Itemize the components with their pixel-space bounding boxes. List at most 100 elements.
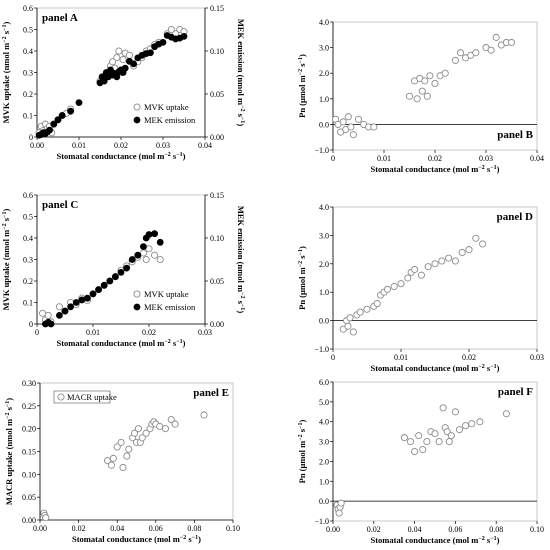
x-tick-label: 0.02 bbox=[114, 141, 128, 150]
data-point bbox=[405, 92, 414, 100]
legend-label: MVK uptake bbox=[144, 102, 189, 112]
data-point bbox=[419, 445, 427, 454]
data-point bbox=[502, 410, 510, 418]
legend-marker bbox=[133, 103, 141, 111]
x-tick-label: 0.06 bbox=[149, 524, 163, 533]
x-tick-label: 0.01 bbox=[72, 141, 86, 150]
data-point bbox=[180, 32, 188, 40]
data-point bbox=[370, 123, 378, 131]
y-tick-label: 4.0 bbox=[319, 18, 329, 27]
y2-tick-label: 0.05 bbox=[210, 277, 224, 286]
plot-area bbox=[39, 382, 234, 521]
data-point bbox=[75, 99, 83, 106]
panel-c: 0 0.1 0.2 0.3 0.4 0.5 0.6 0 0.01 0.02 0.030.00 0.05… bbox=[1, 191, 246, 348]
panel-title: panel F bbox=[498, 386, 533, 398]
x-tick-label: 0.00 bbox=[30, 141, 44, 150]
data-point bbox=[346, 314, 354, 322]
data-point bbox=[363, 305, 371, 313]
y-tick-label: 4.0 bbox=[319, 203, 329, 212]
data-point bbox=[507, 38, 516, 47]
data-point bbox=[100, 281, 108, 289]
y-tick-label: 0.6 bbox=[23, 4, 33, 13]
y2-tick-label: 0.00 bbox=[210, 133, 224, 142]
y-tick-label: 0.30 bbox=[22, 379, 36, 388]
data-point bbox=[339, 118, 347, 126]
legend-marker bbox=[57, 393, 65, 401]
panel-f: −1.0 0.0 1.0 2.0 3.0 4.0 5.0 6.0 0.00 0.02 0.04 0.0… bbox=[297, 378, 544, 545]
data-point bbox=[123, 264, 130, 272]
legend-label: MEK emission bbox=[144, 115, 196, 125]
data-point bbox=[200, 411, 208, 419]
data-point bbox=[413, 95, 421, 103]
x-tick-label: 0.02 bbox=[72, 524, 86, 533]
plot-area bbox=[332, 206, 538, 350]
data-point bbox=[159, 39, 167, 46]
data-point bbox=[161, 425, 169, 433]
y2-axis-title: MEK emission (nmol m−2 s−1) bbox=[236, 206, 246, 313]
data-point bbox=[145, 231, 153, 238]
y-tick-label: 0.0 bbox=[319, 497, 329, 506]
y-tick-label: 0.3 bbox=[23, 69, 33, 78]
x-tick-label: 0.03 bbox=[198, 328, 212, 337]
data-point bbox=[356, 308, 364, 316]
x-axis-title: Stomatal conductance (mol m−2 s−1) bbox=[370, 363, 499, 373]
data-point bbox=[134, 425, 142, 433]
y-tick-label: 0.2 bbox=[23, 277, 33, 286]
x-tick-label: 0.01 bbox=[394, 353, 408, 362]
y-tick-label: 0 bbox=[29, 320, 33, 329]
data-point bbox=[89, 290, 97, 298]
y-tick-label: 0.0 bbox=[319, 120, 329, 129]
data-point bbox=[156, 422, 164, 430]
data-point bbox=[438, 257, 446, 265]
data-point bbox=[455, 426, 464, 434]
data-point bbox=[113, 53, 121, 62]
y-tick-label: 0.1 bbox=[23, 299, 33, 308]
data-point bbox=[42, 514, 50, 522]
x-tick-label: 0.10 bbox=[530, 525, 544, 534]
data-point bbox=[456, 49, 465, 57]
y2-tick-label: 0.15 bbox=[210, 4, 224, 13]
data-point bbox=[134, 251, 142, 259]
y-tick-label: 0.5 bbox=[23, 213, 33, 222]
data-point bbox=[117, 268, 125, 276]
y-tick-label: 3.0 bbox=[319, 231, 329, 240]
y-tick-label: 0.5 bbox=[23, 26, 33, 35]
y-tick-label: 6.0 bbox=[319, 378, 329, 387]
y-tick-label: 0.4 bbox=[23, 234, 33, 243]
y2-tick-label: 0.00 bbox=[210, 320, 224, 329]
y-tick-label: 0 bbox=[29, 133, 33, 142]
legend-marker bbox=[133, 303, 141, 311]
data-point bbox=[142, 255, 150, 264]
data-point bbox=[479, 240, 487, 248]
data-point bbox=[151, 230, 158, 238]
y-tick-label: 1.0 bbox=[319, 477, 329, 486]
data-point bbox=[100, 77, 108, 85]
data-point bbox=[337, 499, 345, 507]
data-point bbox=[462, 422, 470, 430]
data-point bbox=[468, 420, 476, 428]
y-tick-label: 0.0 bbox=[319, 317, 329, 326]
x-tick-label: 0.01 bbox=[377, 154, 391, 163]
y-axis-title: MVK uptake (nmol m−2 s−1) bbox=[1, 209, 11, 311]
data-point bbox=[445, 438, 453, 446]
data-point bbox=[417, 271, 425, 279]
data-point bbox=[451, 257, 459, 265]
y-tick-label: 0.15 bbox=[22, 448, 36, 457]
data-point bbox=[349, 131, 357, 139]
legend-marker bbox=[133, 116, 141, 124]
x-tick-label: 0.02 bbox=[428, 154, 442, 163]
data-point bbox=[56, 311, 63, 319]
x-axis-title: Stomatal conductance (mol m−2 s−1) bbox=[56, 151, 185, 161]
data-point bbox=[55, 303, 63, 311]
data-point bbox=[431, 430, 439, 438]
data-point bbox=[451, 408, 459, 416]
data-point bbox=[50, 120, 58, 128]
data-point bbox=[125, 445, 133, 453]
data-point bbox=[61, 307, 69, 315]
x-tick-label: 0 bbox=[35, 328, 39, 337]
data-point bbox=[67, 107, 74, 115]
data-point bbox=[423, 438, 431, 446]
y-tick-label: 0.20 bbox=[22, 425, 36, 434]
x-tick-label: 0.04 bbox=[110, 524, 124, 533]
